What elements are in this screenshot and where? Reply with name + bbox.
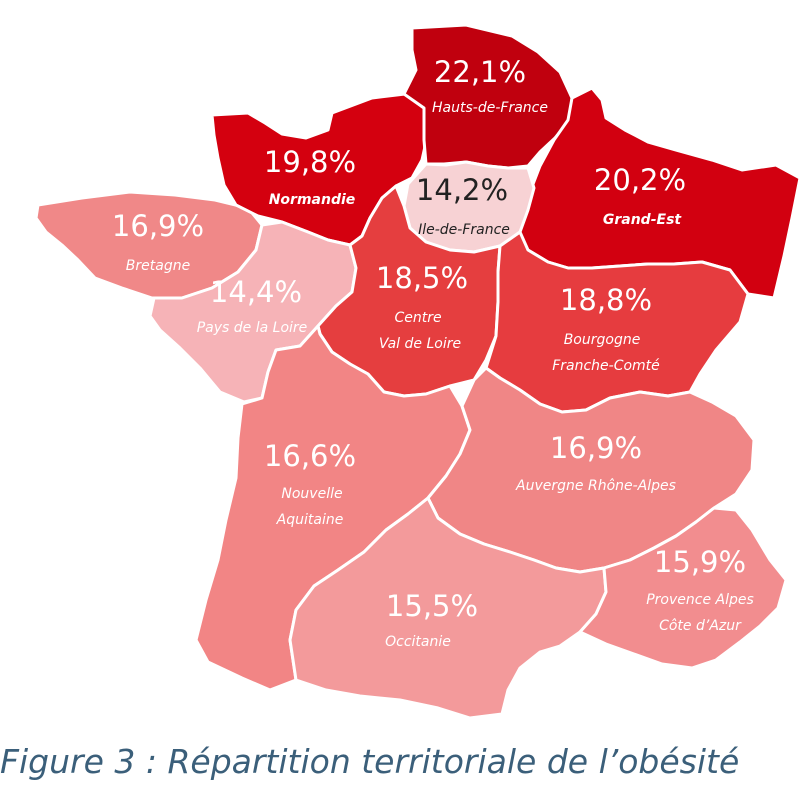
label-name-occitanie: Occitanie xyxy=(385,634,451,650)
label-value-grand-est: 20,2% xyxy=(594,163,686,197)
label-name-bretagne: Bretagne xyxy=(126,258,190,274)
label-value-hauts-de-france: 22,1% xyxy=(434,55,526,89)
figure-caption: Figure 3 : Répartition territoriale de l… xyxy=(0,742,740,781)
label-name-ile-de-france: Ile-de-France xyxy=(418,222,510,238)
label-name-grand-est: Grand-Est xyxy=(603,212,683,228)
region-hauts-de-france xyxy=(402,23,574,170)
label-value-bretagne: 16,9% xyxy=(112,209,204,243)
label-name-bourgogne-franche-comte-line2: Franche-Comté xyxy=(552,358,660,374)
label-value-ile-de-france: 14,2% xyxy=(416,173,508,207)
label-value-occitanie: 15,5% xyxy=(386,589,478,623)
label-name-centre-val-de-loire-line2: Val de Loire xyxy=(379,336,461,352)
france-obesity-map: 22,1% Hauts-de-France 19,8% Normandie 20… xyxy=(34,23,802,720)
label-name-centre-val-de-loire-line1: Centre xyxy=(394,310,441,326)
label-value-normandie: 19,8% xyxy=(264,145,356,179)
label-name-paca-line2: Côte d’Azur xyxy=(659,618,742,634)
label-value-bourgogne-franche-comte: 18,8% xyxy=(560,283,652,317)
label-value-nouvelle-aquitaine: 16,6% xyxy=(264,439,356,473)
region-provence-alpes-cote-d-azur xyxy=(578,506,788,670)
label-name-hauts-de-france: Hauts-de-France xyxy=(432,100,548,116)
label-value-pays-de-la-loire: 14,4% xyxy=(210,275,302,309)
label-name-bourgogne-franche-comte-line1: Bourgogne xyxy=(564,332,641,348)
label-name-auvergne-rhone-alpes: Auvergne Rhône-Alpes xyxy=(515,478,676,494)
label-name-paca-line1: Provence Alpes xyxy=(646,592,754,608)
label-value-auvergne-rhone-alpes: 16,9% xyxy=(550,431,642,465)
label-name-nouvelle-aquitaine-line2: Aquitaine xyxy=(276,512,344,528)
label-name-nouvelle-aquitaine-line1: Nouvelle xyxy=(281,486,342,502)
label-name-pays-de-la-loire: Pays de la Loire xyxy=(197,320,308,336)
label-value-centre-val-de-loire: 18,5% xyxy=(376,261,468,295)
label-name-normandie: Normandie xyxy=(269,192,356,208)
label-value-paca: 15,9% xyxy=(654,545,746,579)
